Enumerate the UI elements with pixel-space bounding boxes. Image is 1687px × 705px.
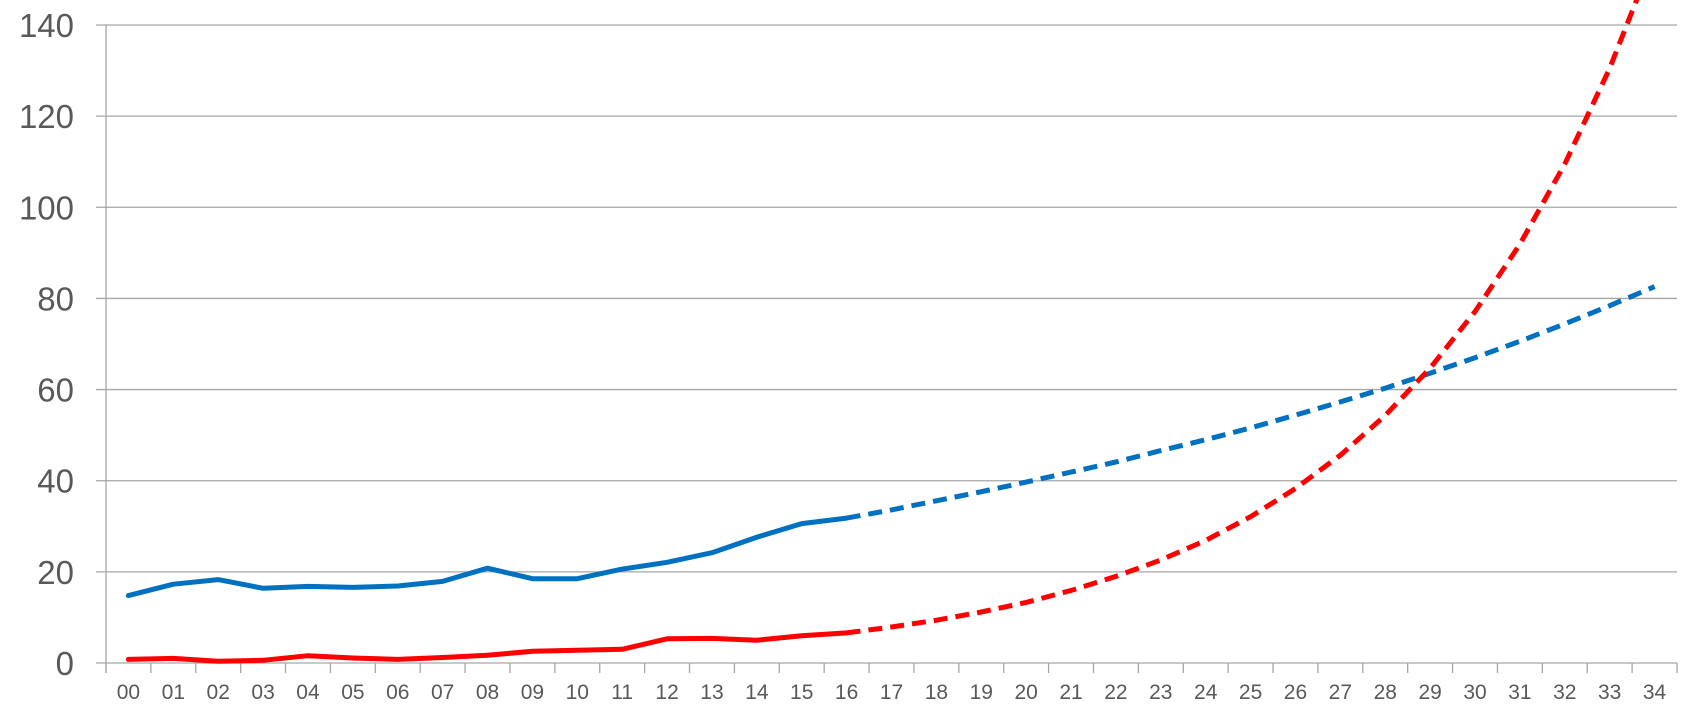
x-tick-labels: 00 01 02 03 04 05 06 07 08 09 10 11 12 13 14 15 16 17 18 19…: [117, 681, 1667, 704]
x-tick-label: 12: [655, 681, 678, 704]
x-tick-label: 25: [1239, 681, 1262, 704]
x-tick-label: 07: [431, 681, 454, 704]
y-tick-label: 80: [37, 280, 74, 317]
x-tick-label: 29: [1418, 681, 1441, 704]
x-tick-label: 16: [835, 681, 858, 704]
series-0-projection-line: [846, 284, 1656, 521]
y-tick-labels: 0 20 40 60 80 100 120 140: [19, 7, 74, 682]
x-tick-label: 30: [1463, 681, 1486, 704]
x-tick-label: 14: [745, 681, 769, 704]
series-0-actual-line: [125, 515, 850, 599]
x-tick-label: 10: [566, 681, 589, 704]
x-tick-label: 17: [880, 681, 903, 704]
x-tick-label: 00: [117, 681, 140, 704]
y-tick-label: 140: [19, 7, 74, 44]
series-1-actual-line: [125, 630, 850, 664]
x-tick-label: 34: [1643, 681, 1667, 704]
series-lines: [125, 0, 1656, 664]
series-1-projection-line: [846, 0, 1640, 636]
x-tick-label: 04: [296, 681, 320, 704]
x-tick-label: 31: [1508, 681, 1531, 704]
x-tick-label: 03: [251, 681, 274, 704]
x-tick-label: 22: [1104, 681, 1127, 704]
y-tick-label: 20: [37, 554, 74, 591]
x-tick-label: 23: [1149, 681, 1172, 704]
x-tick-label: 01: [162, 681, 185, 704]
x-tick-label: 18: [925, 681, 948, 704]
x-tick-label: 08: [476, 681, 499, 704]
y-tick-label: 40: [37, 463, 74, 500]
y-tick-label: 60: [37, 372, 74, 409]
x-tick-label: 32: [1553, 681, 1576, 704]
x-tick-label: 02: [207, 681, 230, 704]
axes: [96, 25, 1678, 673]
x-tick-label: 11: [611, 681, 633, 704]
x-tick-label: 27: [1329, 681, 1352, 704]
x-tick-label: 33: [1598, 681, 1621, 704]
x-tick-label: 05: [341, 681, 364, 704]
x-tick-label: 28: [1374, 681, 1397, 704]
x-tick-label: 24: [1194, 681, 1218, 704]
y-tick-label: 120: [19, 98, 74, 135]
x-tick-label: 13: [700, 681, 723, 704]
x-tick-label: 19: [970, 681, 993, 704]
x-tick-label: 26: [1284, 681, 1307, 704]
y-tick-label: 0: [56, 645, 74, 682]
gridlines: [96, 24, 1677, 573]
x-tick-label: 20: [1014, 681, 1037, 704]
x-tick-label: 15: [790, 681, 813, 704]
x-tick-label: 09: [521, 681, 544, 704]
y-tick-label: 100: [19, 189, 74, 226]
x-tick-label: 21: [1059, 681, 1082, 704]
x-tick-label: 06: [386, 681, 409, 704]
